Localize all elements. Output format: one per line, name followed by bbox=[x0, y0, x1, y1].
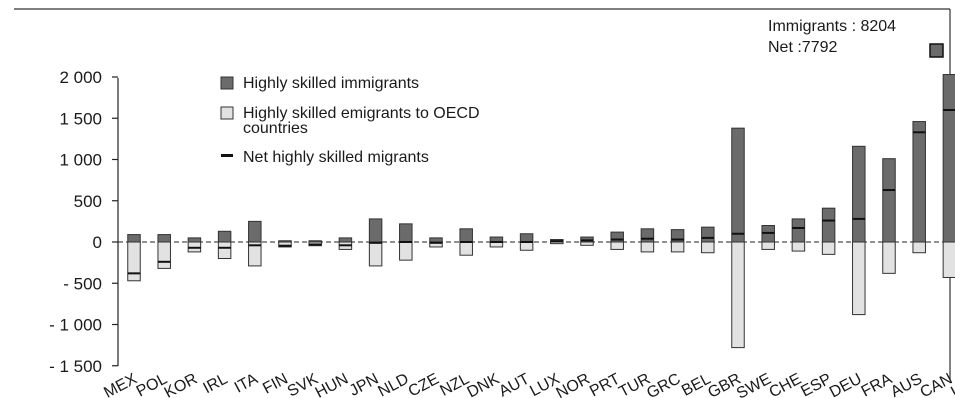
x-tick-label: SWE bbox=[734, 371, 774, 398]
bar-immigrants bbox=[217, 230, 232, 243]
bar-emigrants bbox=[127, 241, 141, 282]
bar-immigrants bbox=[157, 234, 171, 243]
bar-immigrants bbox=[127, 234, 141, 243]
bar-emigrants bbox=[278, 241, 292, 248]
bar-immigrants bbox=[852, 145, 866, 243]
bar-emigrants bbox=[399, 241, 413, 261]
bar-emigrants bbox=[157, 241, 171, 269]
bar-emigrants bbox=[942, 241, 955, 278]
x-tick-label: CAN bbox=[917, 371, 955, 398]
bar-emigrants bbox=[459, 241, 473, 256]
bar-emigrants bbox=[882, 241, 896, 274]
bar-emigrants bbox=[821, 241, 836, 255]
legend-label-emigrants: Highly skilled emigrants to OECD countri… bbox=[243, 105, 484, 137]
bar-emigrants bbox=[731, 241, 745, 349]
bar-immigrants bbox=[912, 121, 926, 243]
bar-immigrants bbox=[942, 74, 955, 243]
bar-emigrants bbox=[670, 241, 685, 253]
bar-emigrants bbox=[791, 241, 806, 252]
bar-immigrants bbox=[399, 223, 413, 243]
bar-emigrants bbox=[217, 241, 232, 259]
legend-label-immigrants: Highly skilled immigrants bbox=[243, 75, 419, 92]
x-tick-label: HUN bbox=[313, 371, 352, 398]
bar-emigrants bbox=[701, 241, 715, 254]
y-tick-label: 1 000 bbox=[59, 151, 102, 170]
x-tick-label: NOR bbox=[553, 371, 592, 398]
annotation-marker-box bbox=[929, 43, 944, 58]
annotation-net-usa: Net :7792 bbox=[768, 39, 837, 56]
x-tick-label: ITA bbox=[232, 370, 261, 396]
bar-emigrants bbox=[368, 241, 383, 267]
bar-emigrants bbox=[580, 241, 594, 246]
bar-immigrants bbox=[459, 228, 473, 243]
y-axis-ticks: 2 000 1 500 1 000 500 0 - 500 - 1 000 - 1 500 bbox=[49, 68, 118, 376]
y-tick-label: - 500 bbox=[63, 274, 102, 293]
bar-emigrants bbox=[550, 241, 564, 245]
bar-emigrants bbox=[912, 241, 926, 254]
bar-immigrants bbox=[368, 218, 383, 243]
y-tick-label: 0 bbox=[93, 233, 102, 252]
x-tick-label: KOR bbox=[162, 371, 201, 398]
x-tick-label: IRL bbox=[201, 370, 231, 397]
bar-immigrants bbox=[519, 233, 534, 243]
bar-emigrants bbox=[248, 241, 262, 267]
bar-immigrants bbox=[338, 237, 353, 243]
x-tick-label: GRC bbox=[644, 371, 683, 398]
bar-immigrants bbox=[248, 220, 262, 243]
bar-immigrants bbox=[701, 226, 715, 243]
bar-emigrants bbox=[640, 241, 655, 253]
bar-emigrants bbox=[610, 241, 624, 250]
bar-immigrants bbox=[791, 218, 806, 243]
legend: Highly skilled immigrants Highly skilled… bbox=[220, 75, 484, 166]
bar-emigrants bbox=[761, 241, 775, 250]
bar-emigrants bbox=[852, 241, 866, 316]
legend-swatch-emigrants bbox=[220, 106, 234, 120]
bars-layer bbox=[127, 74, 955, 349]
y-tick-label: - 1 500 bbox=[49, 357, 102, 376]
legend-label-net: Net highly skilled migrants bbox=[243, 149, 429, 166]
legend-swatch-immigrants bbox=[220, 76, 234, 90]
y-tick-label: - 1 000 bbox=[49, 316, 102, 335]
annotation-immigrants-usa: Immigrants : 8204 bbox=[768, 18, 896, 35]
y-tick-label: 500 bbox=[74, 192, 102, 211]
y-tick-label: 1 500 bbox=[59, 109, 102, 128]
bar-emigrants bbox=[519, 241, 534, 251]
y-tick-label: 2 000 bbox=[59, 68, 102, 87]
bar-immigrants bbox=[187, 237, 202, 243]
bar-immigrants bbox=[640, 228, 655, 243]
legend-swatch-net bbox=[221, 154, 233, 157]
bar-immigrants bbox=[882, 158, 896, 243]
bar-immigrants bbox=[731, 127, 745, 243]
x-tick-label: USA bbox=[948, 370, 955, 398]
bar-immigrants bbox=[429, 237, 443, 243]
bar-immigrants bbox=[821, 207, 836, 243]
